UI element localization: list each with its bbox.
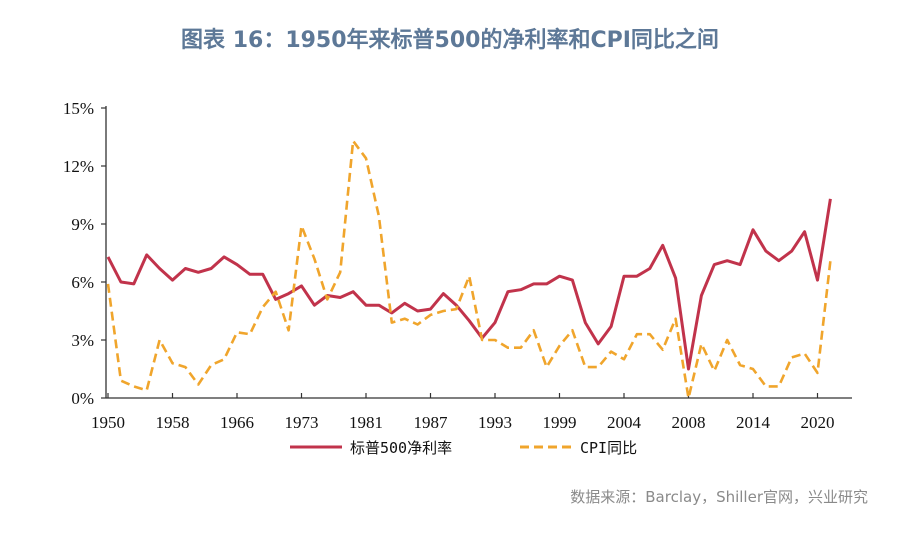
- x-tick-label: 1950: [91, 413, 125, 432]
- x-tick-label: 2004: [607, 413, 642, 432]
- y-tick-label: 3%: [71, 331, 94, 350]
- series-line-cpi-yoy: [106, 139, 832, 400]
- y-tick-label: 12%: [63, 157, 94, 176]
- x-tick-label: 2014: [736, 413, 771, 432]
- x-tick-label: 1973: [285, 413, 319, 432]
- x-tick-label: 2020: [801, 413, 835, 432]
- x-tick-label: 1987: [414, 413, 449, 432]
- x-tick-label: 1999: [543, 413, 577, 432]
- y-tick-label: 6%: [71, 273, 94, 292]
- y-tick-label: 15%: [63, 99, 94, 118]
- legend-label: CPI同比: [580, 439, 637, 457]
- y-tick-label: 0%: [71, 389, 94, 408]
- chart-title: 图表 16：1950年来标普500的净利率和CPI同比之间: [181, 28, 719, 53]
- x-tick-label: 1958: [156, 413, 190, 432]
- source-note: 数据来源：Barclay，Shiller官网，兴业研究: [570, 488, 868, 506]
- series-line-sp500-net-margin: [106, 198, 832, 371]
- x-tick-label: 2008: [672, 413, 706, 432]
- y-tick-label: 9%: [71, 215, 94, 234]
- x-tick-label: 1966: [220, 413, 254, 432]
- x-tick-label: 1981: [349, 413, 383, 432]
- legend-label: 标普500净利率: [350, 439, 452, 457]
- x-tick-label: 1993: [478, 413, 512, 432]
